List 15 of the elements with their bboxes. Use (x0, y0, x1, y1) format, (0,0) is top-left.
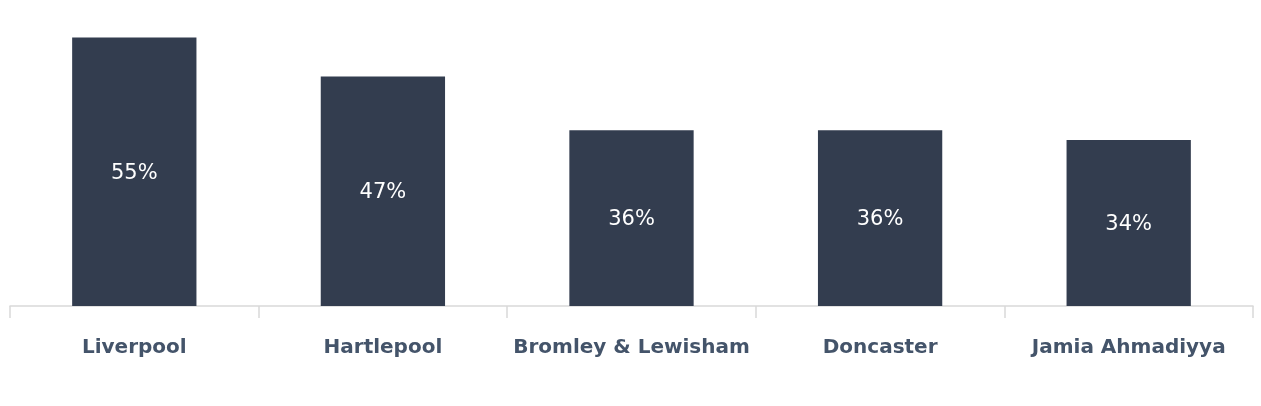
x-tick-label: Bromley & Lewisham (513, 334, 750, 358)
data-label: 36% (608, 206, 655, 231)
data-label: 36% (856, 206, 904, 231)
bar (1066, 139, 1191, 306)
x-tick-label: Liverpool (81, 334, 187, 358)
bar (817, 130, 943, 306)
bar (72, 37, 197, 306)
data-label: 55% (110, 159, 158, 184)
x-tick-label: Hartlepool (323, 334, 443, 358)
data-label: 47% (359, 179, 407, 204)
data-label: 34% (1105, 210, 1153, 235)
bar (569, 130, 694, 306)
x-tick-label: Doncaster (822, 334, 938, 358)
bar (320, 76, 446, 306)
x-tick-label: Jamia Ahmadiyya (1029, 334, 1226, 358)
